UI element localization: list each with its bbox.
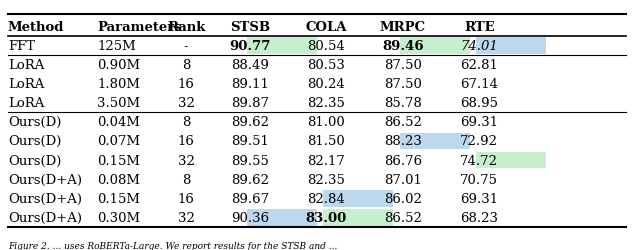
Text: 32: 32	[178, 154, 195, 167]
Text: 89.62: 89.62	[231, 173, 269, 186]
Text: 88.49: 88.49	[231, 59, 269, 72]
Text: Ours(D): Ours(D)	[8, 135, 61, 148]
Text: 70.75: 70.75	[460, 173, 499, 186]
Text: 0.08M: 0.08M	[97, 173, 140, 186]
Text: 89.62: 89.62	[231, 116, 269, 129]
FancyBboxPatch shape	[476, 152, 546, 169]
Text: FFT: FFT	[8, 40, 35, 53]
Text: 8: 8	[182, 59, 190, 72]
Text: 82.17: 82.17	[307, 154, 346, 167]
Text: 69.31: 69.31	[460, 116, 499, 129]
FancyBboxPatch shape	[246, 38, 317, 54]
Text: 89.67: 89.67	[231, 192, 269, 205]
FancyBboxPatch shape	[323, 190, 394, 207]
Text: Parameters: Parameters	[97, 21, 182, 34]
Text: 81.50: 81.50	[307, 135, 345, 148]
Text: 3.50M: 3.50M	[97, 97, 140, 110]
Text: 86.52: 86.52	[384, 211, 422, 224]
Text: 86.52: 86.52	[384, 116, 422, 129]
Text: 82.84: 82.84	[307, 192, 345, 205]
FancyBboxPatch shape	[246, 209, 317, 226]
Text: 32: 32	[178, 211, 195, 224]
Text: MRPC: MRPC	[380, 21, 426, 34]
Text: 74.72: 74.72	[460, 154, 499, 167]
Text: Ours(D+A): Ours(D+A)	[8, 211, 82, 224]
Text: 82.35: 82.35	[307, 173, 346, 186]
Text: 68.95: 68.95	[460, 97, 499, 110]
Text: 67.14: 67.14	[460, 78, 499, 91]
Text: 0.15M: 0.15M	[97, 192, 140, 205]
Text: 88.23: 88.23	[384, 135, 422, 148]
Text: RTE: RTE	[464, 21, 495, 34]
Text: COLA: COLA	[306, 21, 347, 34]
Text: LoRA: LoRA	[8, 97, 44, 110]
FancyBboxPatch shape	[323, 209, 394, 226]
Text: 87.50: 87.50	[384, 78, 422, 91]
Text: 89.55: 89.55	[231, 154, 269, 167]
Text: 90.36: 90.36	[231, 211, 269, 224]
FancyBboxPatch shape	[476, 38, 546, 54]
Text: 82.35: 82.35	[307, 97, 346, 110]
Text: 89.11: 89.11	[231, 78, 269, 91]
Text: 87.50: 87.50	[384, 59, 422, 72]
Text: 62.81: 62.81	[460, 59, 499, 72]
Text: 80.53: 80.53	[307, 59, 346, 72]
Text: 0.30M: 0.30M	[97, 211, 140, 224]
Text: LoRA: LoRA	[8, 78, 44, 91]
Text: Ours(D+A): Ours(D+A)	[8, 192, 82, 205]
Text: 74.01: 74.01	[460, 40, 498, 53]
Text: Rank: Rank	[167, 21, 205, 34]
Text: 86.02: 86.02	[384, 192, 422, 205]
Text: 86.76: 86.76	[384, 154, 422, 167]
Text: STSB: STSB	[230, 21, 270, 34]
Text: 89.87: 89.87	[231, 97, 269, 110]
Text: 16: 16	[178, 192, 195, 205]
Text: 87.01: 87.01	[384, 173, 422, 186]
Text: Ours(D): Ours(D)	[8, 154, 61, 167]
Text: 0.07M: 0.07M	[97, 135, 140, 148]
Text: 80.54: 80.54	[307, 40, 345, 53]
Text: 90.77: 90.77	[229, 40, 271, 53]
Text: 16: 16	[178, 78, 195, 91]
Text: 32: 32	[178, 97, 195, 110]
Text: 0.04M: 0.04M	[97, 116, 140, 129]
Text: 0.90M: 0.90M	[97, 59, 140, 72]
Text: 81.00: 81.00	[307, 116, 345, 129]
Text: 80.24: 80.24	[307, 78, 345, 91]
Text: Ours(D+A): Ours(D+A)	[8, 173, 82, 186]
Text: Ours(D): Ours(D)	[8, 116, 61, 129]
Text: 68.23: 68.23	[460, 211, 499, 224]
Text: Figure 2. ... uses RoBERTa-Large. We report results for the STSB and ...: Figure 2. ... uses RoBERTa-Large. We rep…	[8, 241, 337, 250]
Text: 85.78: 85.78	[384, 97, 422, 110]
Text: Method: Method	[8, 21, 64, 34]
Text: 72.92: 72.92	[460, 135, 499, 148]
Text: 83.00: 83.00	[306, 211, 347, 224]
Text: 89.51: 89.51	[231, 135, 269, 148]
Text: 69.31: 69.31	[460, 192, 499, 205]
Text: 8: 8	[182, 116, 190, 129]
Text: 0.15M: 0.15M	[97, 154, 140, 167]
Text: 89.46: 89.46	[382, 40, 424, 53]
Text: LoRA: LoRA	[8, 59, 44, 72]
FancyBboxPatch shape	[399, 38, 470, 54]
FancyBboxPatch shape	[399, 133, 470, 150]
Text: -: -	[184, 40, 189, 53]
Text: 16: 16	[178, 135, 195, 148]
Text: 8: 8	[182, 173, 190, 186]
Text: 125M: 125M	[97, 40, 136, 53]
Text: 1.80M: 1.80M	[97, 78, 140, 91]
